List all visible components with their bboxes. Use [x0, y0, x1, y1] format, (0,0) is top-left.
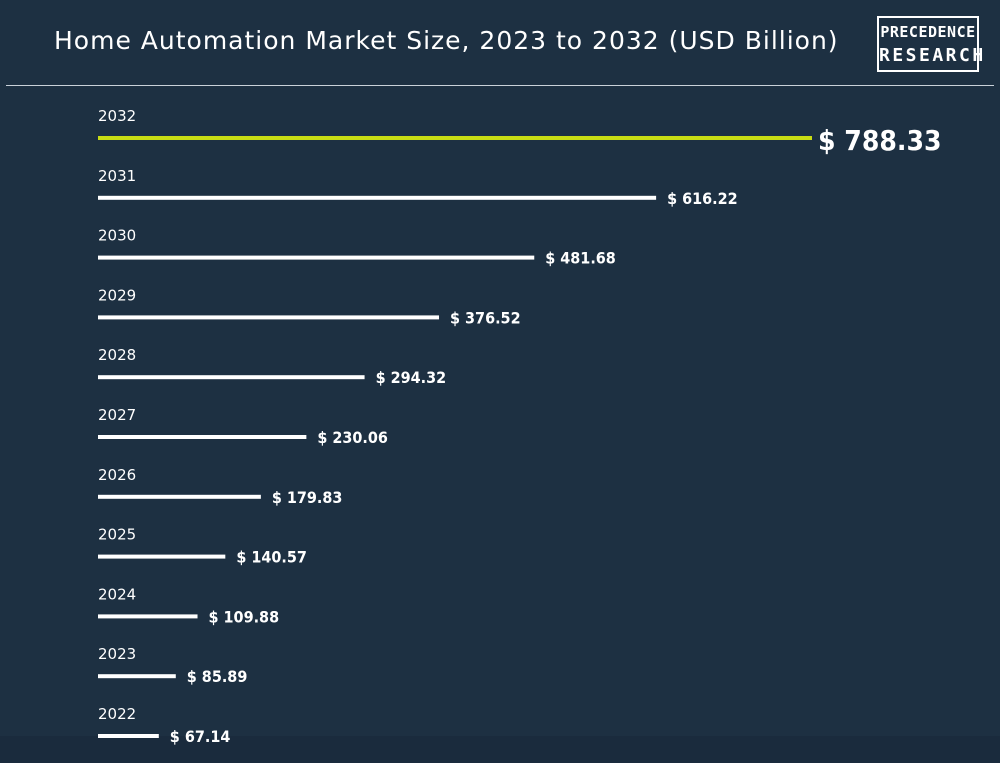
year-label: 2028 [98, 346, 136, 364]
year-label: 2030 [98, 227, 136, 245]
logo-line-2: RESEARCH [879, 45, 986, 66]
year-label: 2023 [98, 645, 136, 663]
year-label: 2025 [98, 526, 136, 544]
precedence-research-logo: PRECEDENCE RESEARCH [877, 16, 986, 72]
header-divider [6, 85, 994, 86]
bar-2023 [98, 674, 176, 679]
year-label: 2027 [98, 406, 136, 424]
bar-2030 [98, 255, 535, 260]
bar-2022 [98, 734, 159, 738]
bar-2032 [98, 136, 812, 140]
year-label: 2024 [98, 585, 136, 603]
value-label: $ 481.68 [545, 249, 616, 268]
value-label: $ 140.57 [236, 548, 307, 567]
highlight-value-label: $ 788.33 [818, 124, 942, 157]
bar-2025 [98, 554, 226, 559]
bar-2029 [98, 315, 440, 320]
year-label: 2031 [98, 167, 136, 185]
value-label: $ 376.52 [450, 308, 521, 327]
year-label: 2022 [98, 705, 136, 723]
year-label: 2029 [98, 286, 136, 304]
value-label: $ 230.06 [317, 428, 388, 447]
bar-2024 [98, 614, 198, 619]
value-label: $ 616.22 [667, 189, 738, 208]
value-label: $ 67.14 [170, 727, 231, 746]
year-label: 2026 [98, 466, 136, 484]
value-label: $ 85.89 [187, 667, 248, 686]
value-label: $ 294.32 [376, 368, 447, 387]
chart-title: Home Automation Market Size, 2023 to 203… [54, 26, 839, 55]
year-label: 2032 [98, 107, 136, 125]
bottom-band [0, 736, 1000, 763]
value-label: $ 179.83 [272, 488, 343, 507]
bar-2027 [98, 435, 307, 439]
bar-2031 [98, 195, 657, 200]
value-label: $ 109.88 [209, 607, 280, 626]
logo-line-1: PRECEDENCE [880, 23, 976, 41]
bar-2026 [98, 494, 261, 499]
bar-2028 [98, 375, 365, 380]
